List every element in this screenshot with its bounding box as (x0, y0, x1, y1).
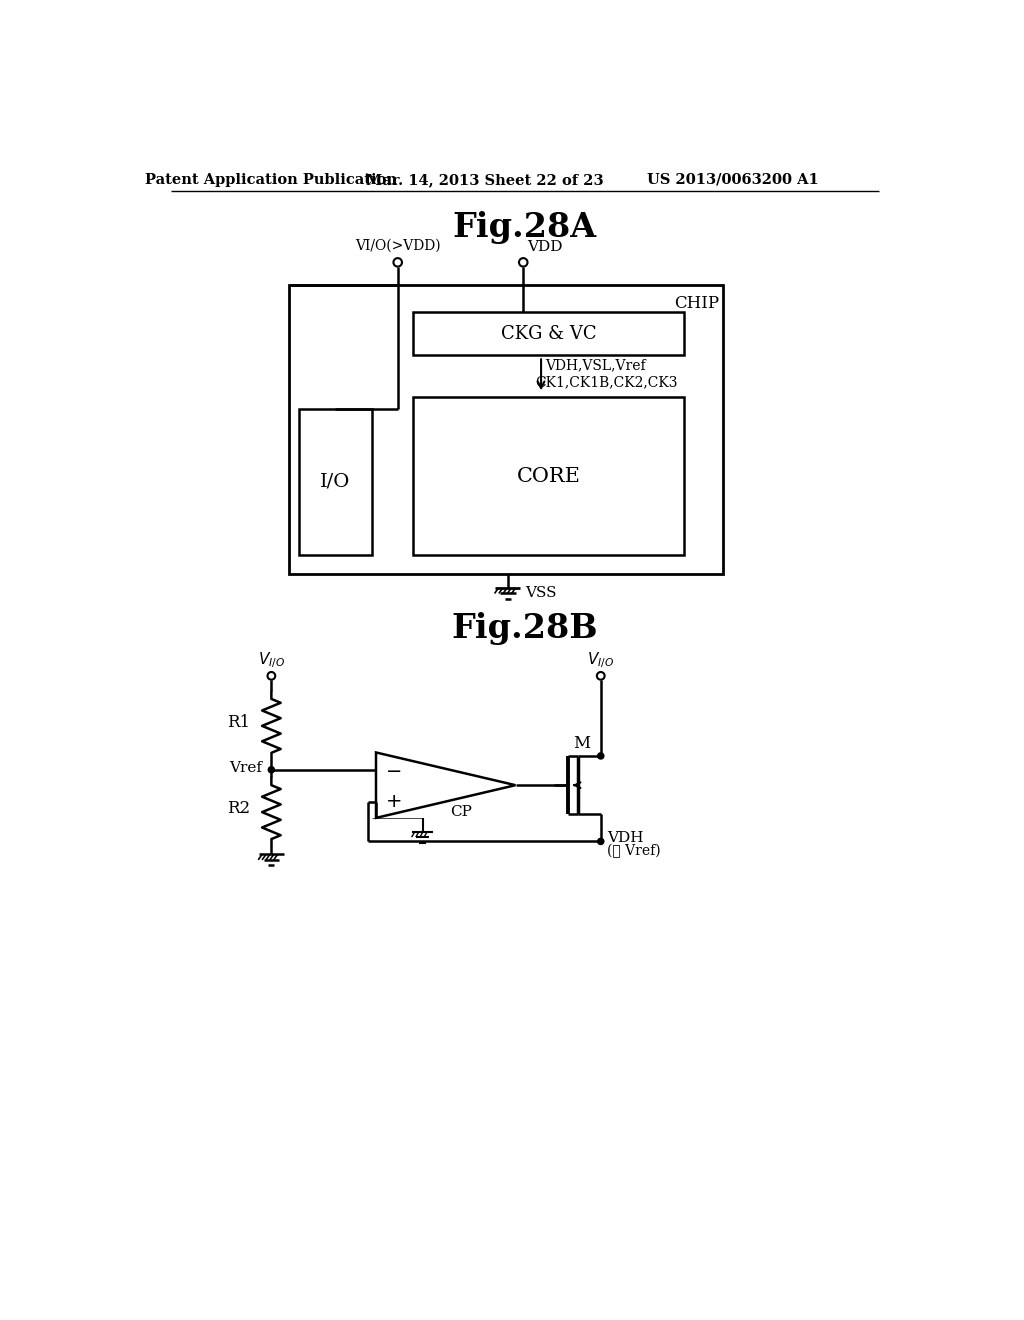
Text: Fig.28B: Fig.28B (452, 611, 598, 644)
Bar (414, 397, 684, 554)
Text: CHIP: CHIP (674, 294, 719, 312)
Polygon shape (376, 752, 515, 818)
Text: VDH,VSL,Vref: VDH,VSL,Vref (545, 358, 645, 372)
Text: R2: R2 (226, 800, 250, 817)
Text: VDD: VDD (527, 240, 562, 253)
Text: US 2013/0063200 A1: US 2013/0063200 A1 (646, 173, 818, 187)
Text: CKG & VC: CKG & VC (501, 325, 597, 343)
Text: $-$: $-$ (385, 760, 401, 779)
Text: (≅ Vref): (≅ Vref) (607, 845, 660, 858)
Text: Fig.28A: Fig.28A (453, 211, 597, 244)
Text: $V_{I/O}$: $V_{I/O}$ (258, 651, 285, 671)
Text: CORE: CORE (517, 466, 581, 486)
Circle shape (268, 767, 274, 774)
Text: Patent Application Publication: Patent Application Publication (145, 173, 397, 187)
Text: Vref: Vref (229, 762, 262, 775)
Text: I/O: I/O (321, 473, 350, 491)
Circle shape (598, 752, 604, 759)
Text: CP: CP (451, 805, 472, 818)
Text: M: M (572, 735, 590, 752)
Text: CK1,CK1B,CK2,CK3: CK1,CK1B,CK2,CK3 (535, 375, 677, 389)
Text: $+$: $+$ (385, 793, 401, 810)
Bar (414, 313, 684, 355)
Text: VDH: VDH (607, 832, 643, 845)
Text: $V_{I/O}$: $V_{I/O}$ (587, 651, 614, 671)
Bar (299, 409, 372, 554)
Text: VSS: VSS (524, 586, 556, 601)
Circle shape (598, 838, 604, 845)
Text: R1: R1 (226, 714, 250, 730)
Text: Mar. 14, 2013 Sheet 22 of 23: Mar. 14, 2013 Sheet 22 of 23 (366, 173, 603, 187)
Text: VI/O(>VDD): VI/O(>VDD) (355, 239, 440, 252)
Bar (289, 285, 723, 574)
